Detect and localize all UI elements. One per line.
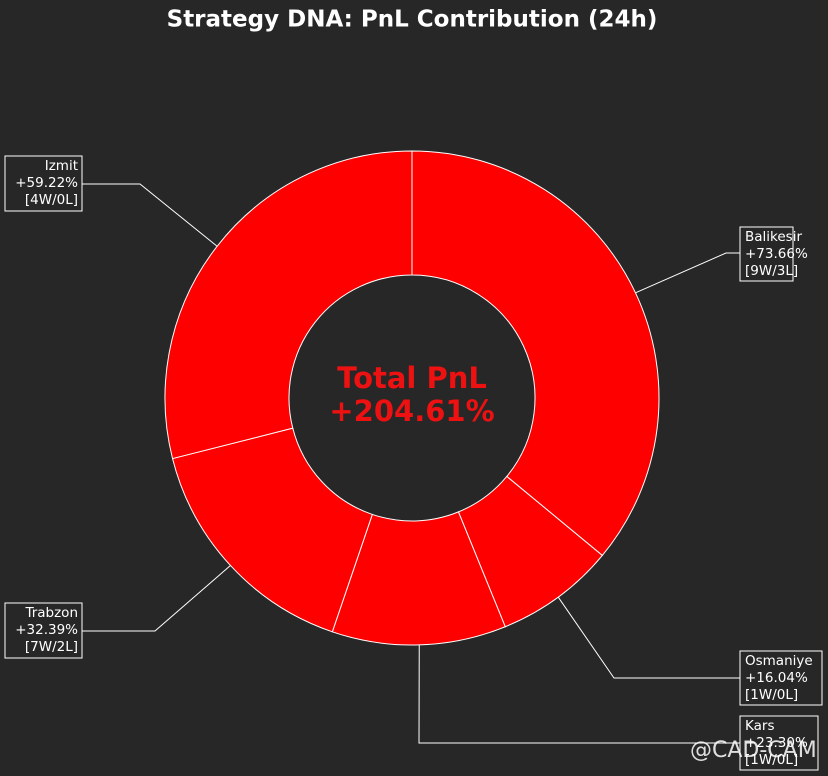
label-box <box>4 602 83 659</box>
label-box <box>739 226 794 282</box>
center-value: +204.61% <box>329 394 494 428</box>
label-text: +32.39% <box>15 622 78 638</box>
label-text: [1W/0L] <box>745 687 798 703</box>
label-box <box>4 155 83 212</box>
label-text: Balikesir <box>745 229 802 245</box>
watermark: @CAD-CAM <box>690 738 817 763</box>
label-text: Izmit <box>45 158 78 174</box>
label-text: +73.66% <box>745 246 808 262</box>
label-text: +23.30% <box>745 735 808 751</box>
leader-line <box>82 565 231 632</box>
leader-line <box>635 252 740 294</box>
label-text: Kars <box>745 718 774 734</box>
label-text: Trabzon <box>24 605 78 621</box>
label-text: [7W/2L] <box>25 639 78 655</box>
donut-slice <box>164 150 413 460</box>
label-text: +16.04% <box>745 670 808 686</box>
label-text: [9W/3L] <box>745 263 798 279</box>
donut-slice <box>171 427 373 633</box>
label-text: Osmaniye <box>745 653 813 669</box>
donut-slice <box>411 150 660 557</box>
label-text: [1W/0L] <box>745 752 798 768</box>
leader-line <box>557 596 740 679</box>
label-box <box>739 650 823 706</box>
leader-line <box>418 644 740 744</box>
chart-title: Strategy DNA: PnL Contribution (24h) <box>167 7 658 33</box>
center-title: Total PnL <box>337 361 487 395</box>
label-box <box>739 715 819 771</box>
label-text: [4W/0L] <box>25 192 78 208</box>
label-text: +59.22% <box>15 175 78 191</box>
leader-line <box>82 183 218 247</box>
